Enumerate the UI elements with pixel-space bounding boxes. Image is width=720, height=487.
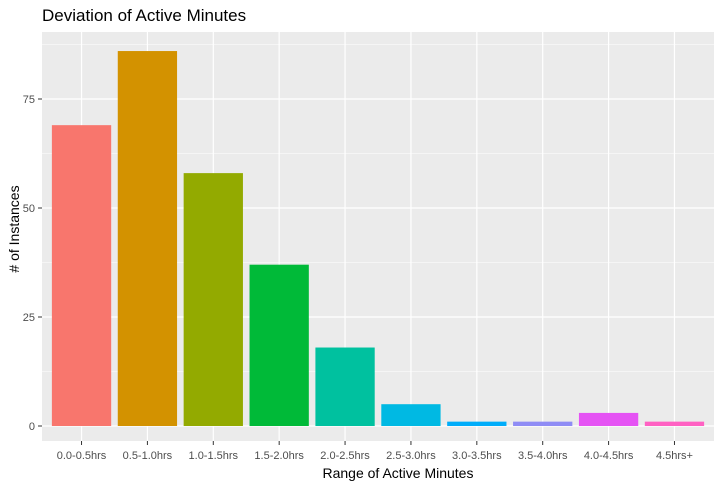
x-tick-label: 3.0-3.5hrs	[452, 450, 502, 462]
bar-2.0-2.5hrs	[315, 347, 375, 426]
x-tick-label: 4.0-4.5hrs	[584, 450, 634, 462]
bar-3.0-3.5hrs	[447, 421, 507, 426]
y-tick-label: 50	[23, 203, 35, 215]
y-axis-ticks: 0 25 50 75	[23, 94, 42, 433]
bar-0.0-0.5hrs	[51, 125, 112, 426]
x-tick-label: 1.5-2.0hrs	[254, 450, 304, 462]
x-tick-label: 3.5-4.0hrs	[518, 450, 568, 462]
bar-0.5-1.0hrs	[117, 51, 178, 426]
y-axis-title: # of Instances	[6, 185, 22, 272]
bar-4.0-4.5hrs	[578, 412, 639, 426]
y-tick-label: 75	[23, 94, 35, 106]
bars	[51, 51, 705, 426]
x-axis-title: Range of Active Minutes	[323, 465, 474, 481]
x-tick-label: 4.5hrs+	[656, 450, 693, 462]
x-axis-ticks: 0.0-0.5hrs 0.5-1.0hrs 1.0-1.5hrs 1.5-2.0hrs…	[57, 441, 693, 462]
x-tick-label: 2.5-3.0hrs	[386, 450, 436, 462]
bar-4.5hrs+	[644, 421, 705, 426]
x-tick-label: 1.0-1.5hrs	[189, 450, 239, 462]
bar-3.5-4.0hrs	[513, 421, 573, 426]
y-tick-label: 25	[23, 312, 35, 324]
chart-title: Deviation of Active Minutes	[42, 6, 246, 25]
x-tick-label: 0.5-1.0hrs	[123, 450, 173, 462]
bar-1.0-1.5hrs	[183, 173, 243, 426]
bar-1.5-2.0hrs	[249, 264, 309, 426]
x-tick-label: 0.0-0.5hrs	[57, 450, 107, 462]
y-tick-label: 0	[29, 421, 35, 433]
bar-2.5-3.0hrs	[381, 404, 441, 426]
x-tick-label: 2.0-2.5hrs	[320, 450, 370, 462]
